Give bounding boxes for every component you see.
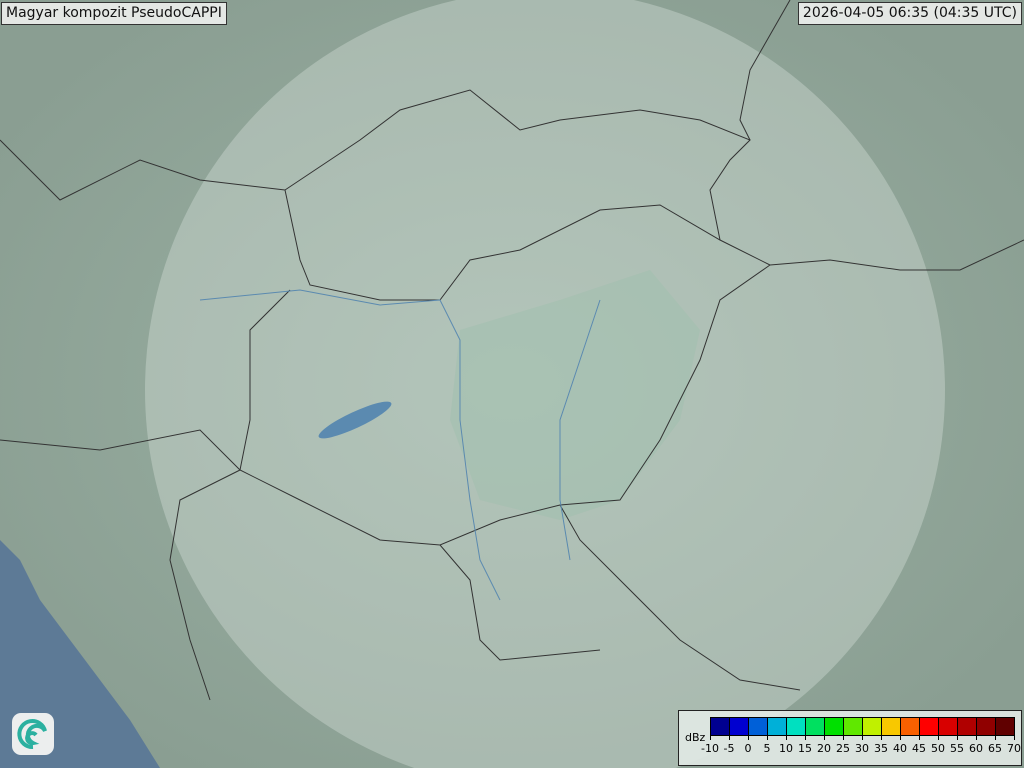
- legend-swatch: [958, 718, 977, 735]
- legend-label: 65: [988, 742, 1002, 755]
- country-borders: [0, 0, 1024, 701]
- legend-label: 35: [874, 742, 888, 755]
- legend-tick: [729, 735, 730, 740]
- legend-label: 40: [893, 742, 907, 755]
- legend-swatch: [825, 718, 844, 735]
- legend-label: 0: [744, 742, 752, 755]
- legend-tick: [767, 735, 768, 740]
- legend-label: 45: [912, 742, 926, 755]
- legend-label: 50: [931, 742, 945, 755]
- legend-tick: [843, 735, 844, 740]
- map-title: Magyar kompozit PseudoCAPPI: [1, 2, 227, 25]
- legend-swatch: [882, 718, 901, 735]
- legend-swatch: [920, 718, 939, 735]
- legend-tick: [748, 735, 749, 740]
- legend-label: -10: [701, 742, 719, 755]
- legend-tick: [805, 735, 806, 740]
- legend-tick: [938, 735, 939, 740]
- legend-tick: [881, 735, 882, 740]
- sea-adriatic: [0, 540, 160, 768]
- legend-swatch: [711, 718, 730, 735]
- legend-label: 55: [950, 742, 964, 755]
- legend-swatch: [806, 718, 825, 735]
- legend-label: 70: [1007, 742, 1021, 755]
- timestamp: 2026-04-05 06:35 (04:35 UTC): [797, 2, 1022, 25]
- dbz-legend: dBz -10 -5 0 5 10 15 20 25 30 35 40 45 50 55 60 65 70: [678, 710, 1022, 766]
- legend-tick: [786, 735, 787, 740]
- legend-tick: [824, 735, 825, 740]
- legend-tick: [919, 735, 920, 740]
- legend-tick: [976, 735, 977, 740]
- legend-swatch: [863, 718, 882, 735]
- legend-swatch: [996, 718, 1014, 735]
- legend-swatch: [768, 718, 787, 735]
- legend-tick: [995, 735, 996, 740]
- legend-label: 10: [779, 742, 793, 755]
- legend-swatch: [977, 718, 996, 735]
- legend-label: 60: [969, 742, 983, 755]
- legend-tick: [1014, 735, 1015, 740]
- legend-label: 30: [855, 742, 869, 755]
- lake-balaton: [318, 401, 392, 439]
- legend-tick: [900, 735, 901, 740]
- legend-label: 15: [798, 742, 812, 755]
- legend-swatch: [901, 718, 920, 735]
- rivers: [199, 289, 601, 601]
- legend-color-bar: [710, 717, 1015, 736]
- legend-unit: dBz: [685, 731, 706, 744]
- legend-swatch: [939, 718, 958, 735]
- legend-label: 20: [817, 742, 831, 755]
- legend-swatch: [844, 718, 863, 735]
- legend-swatch: [730, 718, 749, 735]
- legend-label: 5: [763, 742, 771, 755]
- hungary-lowland: [450, 270, 700, 520]
- legend-tick: [710, 735, 711, 740]
- legend-tick: [862, 735, 863, 740]
- legend-label: -5: [723, 742, 735, 755]
- legend-tick: [957, 735, 958, 740]
- legend-swatch: [749, 718, 768, 735]
- swirl-logo-icon: [12, 713, 54, 755]
- legend-swatch: [787, 718, 806, 735]
- legend-label: 25: [836, 742, 850, 755]
